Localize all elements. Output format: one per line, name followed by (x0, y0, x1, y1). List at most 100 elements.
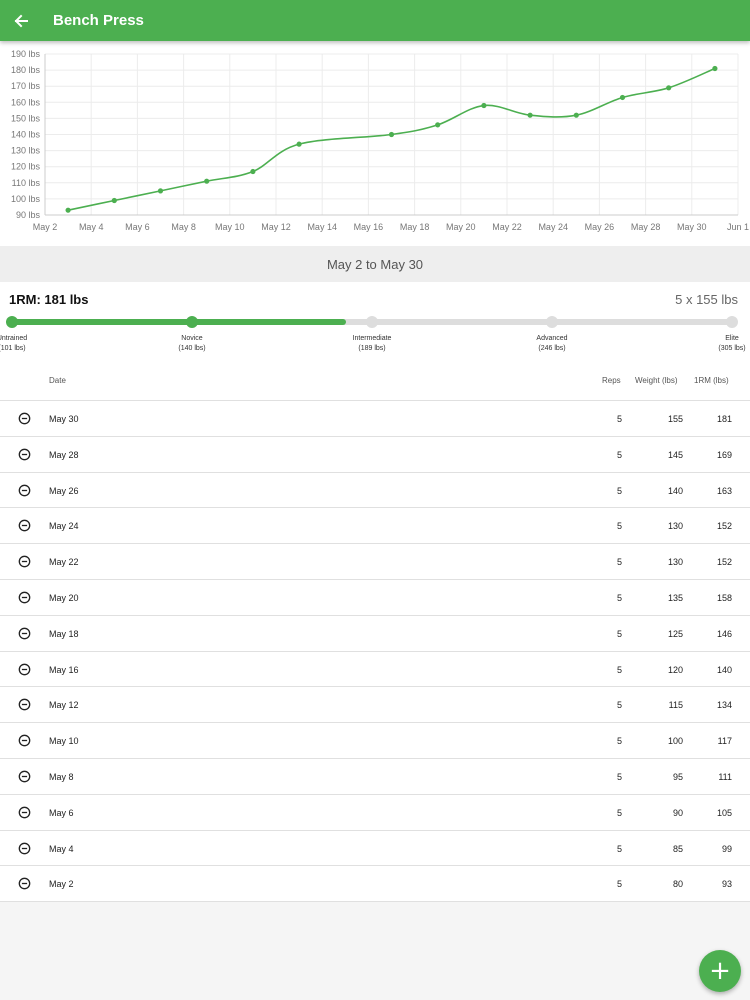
row-one-rm: 93 (721, 879, 732, 890)
minus-circle-icon[interactable] (18, 448, 31, 461)
data-point[interactable] (712, 65, 718, 72)
y-tick-label: 160 lbs (11, 97, 41, 107)
y-tick-label: 110 lbs (12, 178, 41, 188)
table-row: May 30 5 155 181 (0, 401, 750, 437)
y-tick-label: 190 lbs (11, 49, 41, 59)
minus-circle-icon[interactable] (18, 698, 31, 711)
level-label: Advanced (246 lbs) (497, 334, 607, 354)
date-range-label: May 2 to May 30 (326, 256, 424, 272)
x-tick-label: May 16 (354, 222, 384, 232)
table-row: May 22 5 130 152 (0, 544, 750, 580)
app-bar: Bench Press (0, 0, 750, 41)
y-tick-label: 140 lbs (11, 130, 41, 140)
header-reps: Reps (602, 376, 621, 385)
x-tick-label: May 12 (261, 222, 291, 232)
row-date: May 6 (49, 807, 74, 818)
row-weight: 125 (667, 628, 683, 639)
minus-circle-icon[interactable] (18, 627, 31, 640)
add-entry-button[interactable]: + (699, 950, 741, 992)
x-tick-label: May 18 (400, 222, 430, 232)
data-point[interactable] (250, 168, 256, 175)
data-point[interactable] (573, 112, 579, 118)
level-value: (101 lbs) (0, 345, 26, 352)
row-reps: 5 (616, 736, 622, 747)
row-reps: 5 (616, 592, 622, 603)
level-name: Elite (725, 335, 739, 342)
table-row: May 16 5 120 140 (0, 652, 750, 688)
level-label: Novice (140 lbs) (137, 334, 247, 354)
minus-circle-icon[interactable] (18, 734, 31, 747)
level-name: Advanced (536, 335, 568, 342)
minus-circle-icon[interactable] (18, 806, 31, 819)
row-date: May 8 (49, 771, 74, 782)
table-header: Date Reps Weight (lbs) 1RM (lbs) (0, 359, 750, 401)
minus-circle-icon[interactable] (18, 770, 31, 783)
y-tick-label: 150 lbs (11, 113, 41, 123)
data-point[interactable] (481, 102, 487, 109)
data-point[interactable] (65, 207, 71, 213)
table-row: May 20 5 135 158 (0, 580, 750, 616)
row-one-rm: 169 (716, 449, 732, 460)
minus-circle-icon[interactable] (18, 555, 31, 568)
row-one-rm: 140 (716, 664, 732, 675)
row-weight: 85 (672, 843, 683, 854)
row-reps: 5 (616, 879, 622, 890)
minus-circle-icon[interactable] (18, 484, 31, 497)
level-label: Untrained (101 lbs) (0, 334, 67, 354)
minus-circle-icon[interactable] (18, 877, 31, 890)
row-weight: 100 (667, 736, 683, 747)
date-range: May 2 to May 30 (0, 246, 750, 282)
row-reps: 5 (616, 557, 622, 568)
level-value: (189 lbs) (358, 345, 386, 352)
level-marker (6, 316, 18, 328)
row-one-rm: 158 (716, 592, 732, 603)
data-point[interactable] (388, 131, 395, 138)
minus-circle-icon[interactable] (18, 842, 31, 855)
level-label: Elite (305 lbs) (677, 334, 750, 354)
plus-icon: + (709, 956, 731, 986)
x-tick-label: May 4 (79, 222, 104, 232)
data-point[interactable] (666, 85, 672, 91)
chart-svg: 90 lbs 100 lbs 110 lbs 120 lbs 130 lbs 140 lb… (11, 49, 749, 232)
x-tick-label: May 6 (125, 222, 150, 232)
minus-circle-icon[interactable] (18, 663, 31, 676)
row-date: May 26 (49, 485, 79, 496)
data-point[interactable] (296, 141, 302, 147)
row-reps: 5 (616, 628, 622, 639)
x-tick-label: May 2 (33, 222, 58, 232)
data-point[interactable] (204, 178, 210, 184)
data-point[interactable] (111, 197, 117, 204)
header-date: Date (49, 376, 66, 385)
row-weight: 130 (667, 521, 683, 532)
minus-circle-icon[interactable] (18, 412, 31, 425)
level-marker (726, 316, 738, 328)
level-name: Intermediate (352, 335, 392, 342)
minus-circle-icon[interactable] (18, 519, 31, 532)
back-button[interactable] (0, 0, 42, 41)
series-line (67, 67, 716, 211)
row-weight: 95 (672, 771, 683, 782)
data-point[interactable] (619, 94, 626, 101)
row-date: May 24 (49, 521, 79, 532)
row-weight: 130 (667, 557, 683, 568)
row-one-rm: 117 (717, 736, 732, 747)
row-one-rm: 134 (716, 700, 732, 711)
arrow-left-icon (14, 14, 28, 27)
table-row: May 18 5 125 146 (0, 616, 750, 652)
level-name: Untrained (0, 335, 28, 342)
y-tick-label: 130 lbs (11, 146, 41, 156)
data-point[interactable] (527, 112, 533, 118)
table-row: May 26 5 140 163 (0, 473, 750, 509)
y-tick-label: 100 lbs (11, 194, 41, 204)
table-row: May 6 5 90 105 (0, 795, 750, 831)
minus-circle-icon[interactable] (18, 591, 31, 604)
row-date: May 2 (49, 879, 74, 890)
data-point[interactable] (435, 122, 441, 128)
table-row: May 24 5 130 152 (0, 508, 750, 545)
table-row: May 2 5 80 93 (0, 866, 750, 903)
level-marker (366, 316, 378, 328)
row-reps: 5 (616, 700, 622, 711)
data-point[interactable] (157, 188, 164, 194)
row-reps: 5 (616, 449, 622, 460)
row-weight: 80 (672, 879, 683, 890)
